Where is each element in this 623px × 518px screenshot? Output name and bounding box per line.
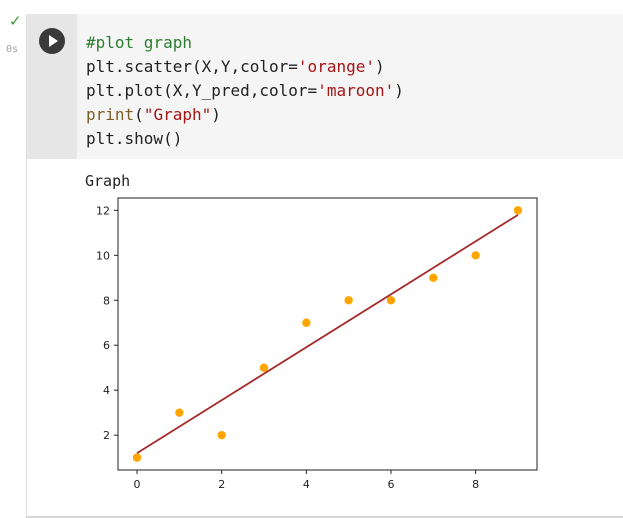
code-line: print("Graph") [86, 105, 221, 124]
check-icon: ✓ [9, 12, 22, 30]
regression-line [136, 214, 519, 454]
y-tick-label: 8 [103, 294, 110, 307]
scatter-point [175, 408, 184, 417]
scatter-point [429, 273, 438, 283]
code-line: plt.plot(X,Y_pred,color='maroon') [86, 81, 404, 100]
scatter-point [302, 318, 311, 327]
scatter-point [513, 206, 523, 215]
y-tick-label: 2 [103, 429, 110, 442]
x-tick-label: 8 [472, 478, 479, 491]
scatter-point [344, 296, 353, 305]
y-tick-label: 4 [103, 384, 110, 397]
play-icon [49, 35, 58, 47]
output-text: Graph [85, 172, 131, 190]
x-tick-label: 0 [134, 478, 141, 491]
cell-gutter: ✓ 0s [0, 12, 26, 517]
code-line: #plot graph [86, 33, 192, 52]
scatter-point [132, 453, 142, 462]
execution-time: 0s [6, 44, 19, 55]
code-line: plt.show() [86, 129, 183, 148]
scatter-point [471, 251, 480, 260]
x-tick-label: 6 [387, 478, 394, 491]
x-tick-label: 4 [303, 478, 310, 491]
y-tick-label: 12 [96, 204, 110, 217]
scatter-point [217, 430, 226, 440]
y-tick-label: 6 [103, 339, 110, 352]
x-tick-label: 2 [218, 478, 225, 491]
scatter-point [386, 296, 396, 305]
y-tick-label: 10 [96, 249, 110, 262]
run-cell-button[interactable] [39, 28, 65, 54]
code-editor[interactable] [77, 14, 623, 159]
scatter-point [259, 363, 269, 372]
code-text[interactable]: #plot graph plt.scatter(X,Y,color='orange… [86, 31, 404, 151]
code-line: plt.scatter(X,Y,color='orange') [86, 57, 385, 76]
